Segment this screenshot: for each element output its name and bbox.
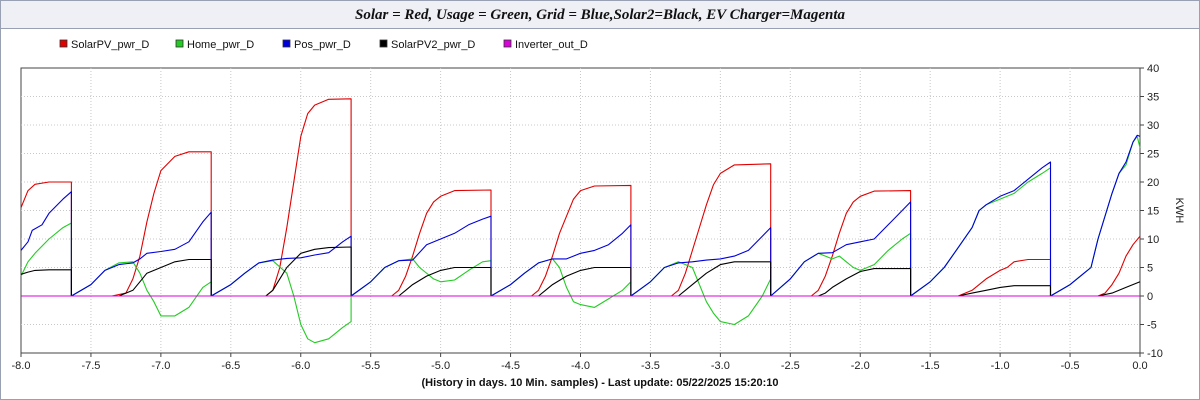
y-tick-label: -10	[1147, 348, 1163, 360]
y-tick-label: 35	[1147, 92, 1159, 104]
x-tick-label: -3.0	[711, 360, 730, 372]
x-tick-label: -4.5	[501, 360, 520, 372]
y-tick-label: 5	[1147, 263, 1153, 275]
x-tick-label: 0.0	[1132, 360, 1147, 372]
y-tick-label: 30	[1147, 120, 1159, 132]
chart-legend: SolarPV_pwr_D Home_pwr_D Pos_pwr_D SolarPV2…	[59, 39, 588, 51]
legend-swatch	[175, 39, 184, 48]
y-tick-label: 10	[1147, 234, 1159, 246]
chart-lines	[20, 98, 1141, 344]
x-tick-label: -7.5	[81, 360, 100, 372]
x-tick-label: -1.5	[921, 360, 940, 372]
y-axis-label: KWH	[1173, 198, 1185, 224]
x-tick-label: -2.5	[781, 360, 800, 372]
legend-label: SolarPV2_pwr_D	[391, 39, 475, 51]
chart-axes: -8.0 -7.5 -7.0 -6.5 -6.0 -5.5 -5.0 -4.5 -4.0 -3.5…	[12, 63, 1185, 372]
y-tick-label: 0	[1147, 291, 1153, 303]
chart-footer: (History in days. 10 Min. samples) - Las…	[421, 377, 779, 389]
legend-swatch	[379, 39, 388, 48]
x-tick-label: -1.0	[991, 360, 1010, 372]
y-tick-label: 25	[1147, 149, 1159, 161]
chart-title: Solar = Red, Usage = Green, Grid = Blue,…	[354, 7, 845, 23]
legend-label: SolarPV_pwr_D	[71, 39, 149, 51]
x-tick-label: -5.0	[431, 360, 450, 372]
y-tick-label: 40	[1147, 63, 1159, 75]
legend-label: Inverter_out_D	[515, 39, 588, 51]
legend-label: Pos_pwr_D	[294, 39, 351, 51]
y-tick-label: -5	[1147, 320, 1157, 332]
x-tick-label: -0.5	[1061, 360, 1080, 372]
x-tick-label: -2.0	[851, 360, 870, 372]
legend-swatch	[503, 39, 512, 48]
series-line-SolarPV_pwr_D	[20, 98, 1141, 297]
legend-label: Home_pwr_D	[187, 39, 254, 51]
x-tick-label: -6.0	[291, 360, 310, 372]
x-tick-label: -7.0	[151, 360, 170, 372]
x-tick-label: -6.5	[221, 360, 240, 372]
y-tick-label: 15	[1147, 206, 1159, 218]
x-tick-label: -5.5	[361, 360, 380, 372]
legend-swatch	[282, 39, 291, 48]
legend-swatch	[59, 39, 68, 48]
x-tick-label: -4.0	[571, 360, 590, 372]
chart-grid	[20, 67, 1141, 354]
x-tick-label: -8.0	[12, 360, 31, 372]
title-bar: Solar = Red, Usage = Green, Grid = Blue,…	[1, 1, 1199, 29]
series-line-Pos_pwr_D	[20, 134, 1141, 297]
x-tick-label: -3.5	[641, 360, 660, 372]
y-tick-label: 20	[1147, 177, 1159, 189]
